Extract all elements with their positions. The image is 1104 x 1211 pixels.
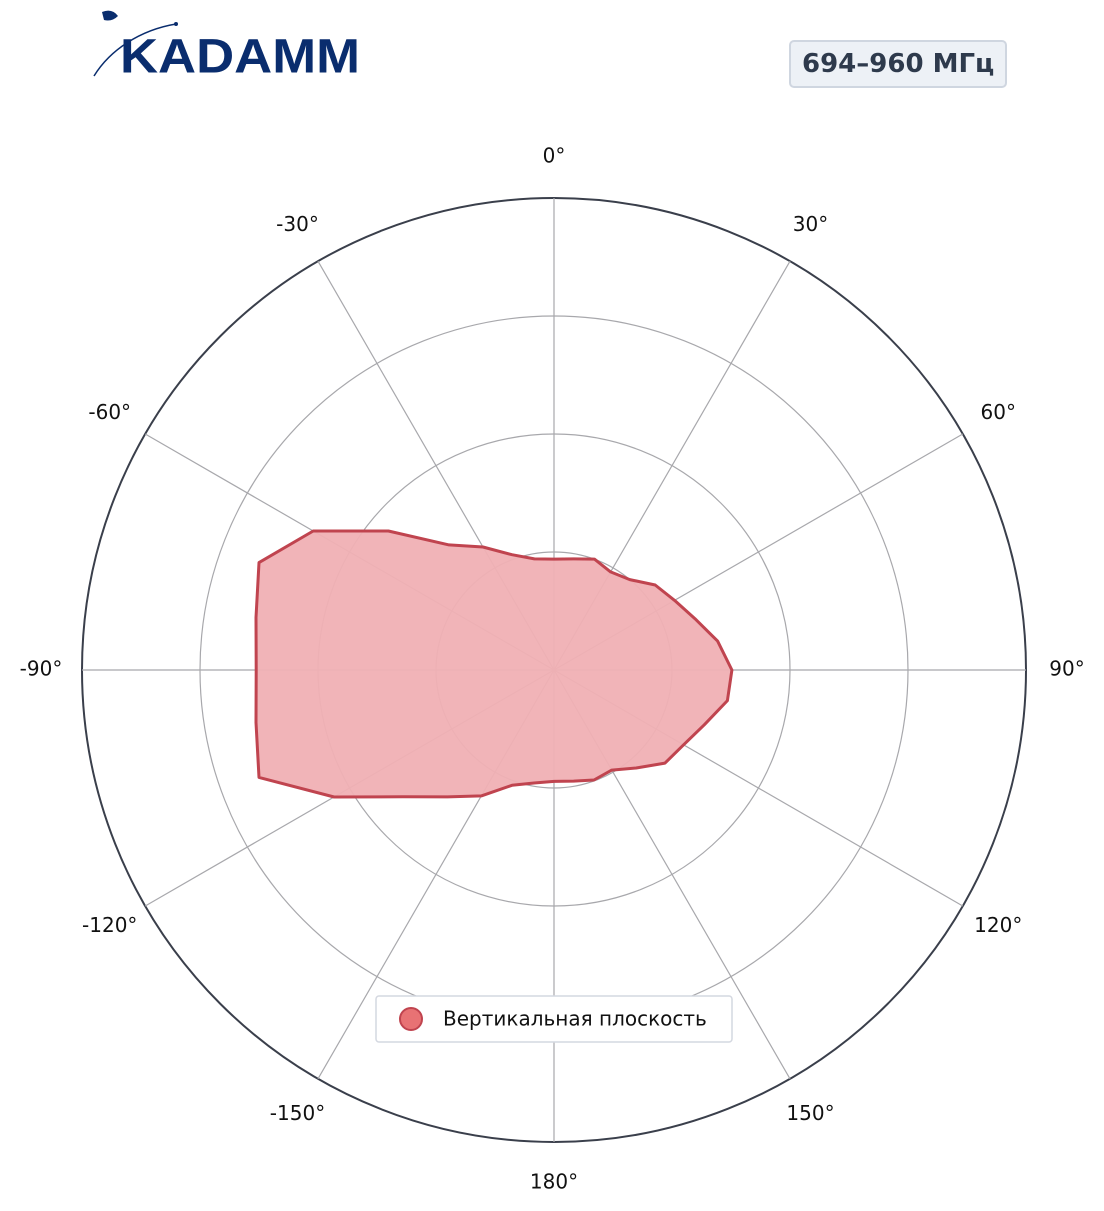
theta-tick-label: -30°	[276, 212, 319, 236]
theta-tick-label: -120°	[82, 913, 137, 937]
legend-label: Вертикальная плоскость	[443, 1007, 707, 1031]
logo-text: KADAMM	[120, 31, 360, 84]
frequency-badge: 694–960 МГц	[789, 40, 1008, 88]
logo-dot	[174, 22, 178, 26]
theta-tick-label: -90°	[20, 657, 63, 681]
logo-mark	[102, 10, 118, 21]
theta-tick-label: -150°	[270, 1101, 325, 1125]
theta-tick-label: 150°	[786, 1101, 834, 1125]
theta-tick-label: 180°	[530, 1170, 578, 1194]
pattern-area	[254, 529, 734, 799]
legend-marker	[399, 1007, 423, 1031]
theta-tick-label: -60°	[88, 400, 131, 424]
legend-box	[375, 995, 733, 1043]
logo: KADAMM	[93, 10, 360, 84]
theta-tick-label: 90°	[1049, 657, 1084, 681]
theta-tick-label: 0°	[543, 144, 566, 168]
theta-tick-label: 60°	[981, 400, 1016, 424]
theta-tick-label: 30°	[793, 212, 828, 236]
theta-tick-label: 120°	[974, 913, 1022, 937]
legend: Вертикальная плоскость	[375, 995, 733, 1043]
logo-swoosh	[93, 23, 177, 77]
